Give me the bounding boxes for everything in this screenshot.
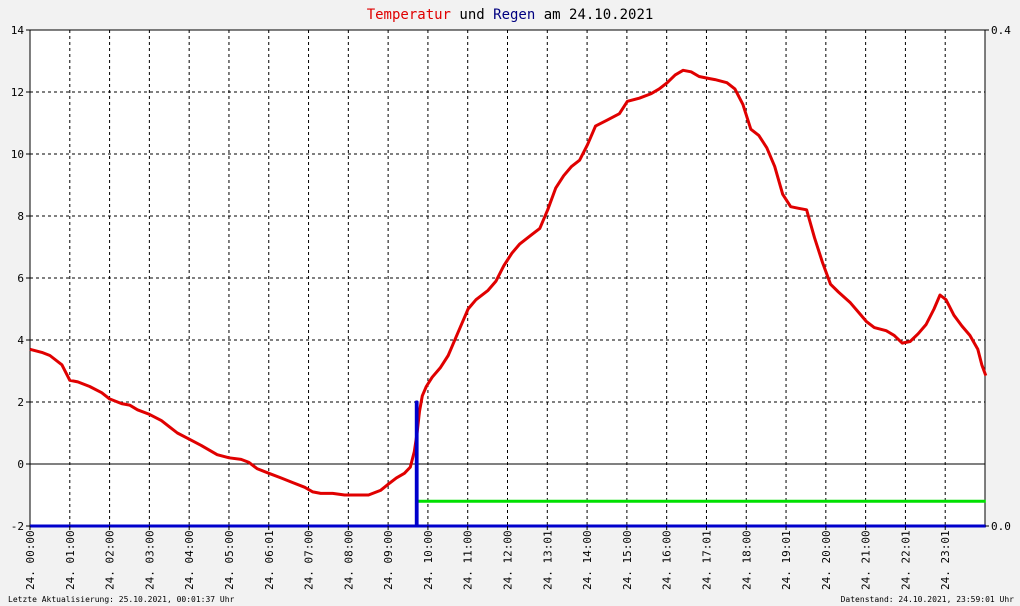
x-tick-label: 24. 20:00 <box>820 530 833 590</box>
x-tick-label: 24. 21:00 <box>860 530 873 590</box>
x-tick-label: 24. 02:00 <box>104 530 117 590</box>
y-tick-label: 0 <box>17 458 24 471</box>
x-tick-label: 24. 12:00 <box>502 530 515 590</box>
footer-data-status: Datenstand: 24.10.2021, 23:59:01 Uhr <box>841 595 1015 604</box>
x-tick-label: 24. 05:00 <box>223 530 236 590</box>
y-tick-label: 2 <box>17 396 24 409</box>
x-tick-label: 24. 04:00 <box>183 530 196 590</box>
y-right-tick-label: 0.0 <box>991 520 1011 533</box>
y-tick-label: 10 <box>11 148 24 161</box>
series-rain <box>30 400 986 528</box>
x-tick-label: 24. 06:01 <box>263 530 276 590</box>
x-tick-label: 24. 13:01 <box>541 530 554 590</box>
x-tick-label: 24. 15:00 <box>621 530 634 590</box>
x-tick-label: 24. 01:00 <box>64 530 77 590</box>
y-tick-label: 8 <box>17 210 24 223</box>
x-tick-label: 24. 09:00 <box>382 530 395 590</box>
x-axis: 24. 00:00 24. 01:00 24. 02:00 24. 03:00 24. … <box>24 526 952 590</box>
footer-last-update: Letzte Aktualisierung: 25.10.2021, 00:01… <box>8 595 235 604</box>
y-tick-label: 4 <box>17 334 24 347</box>
x-tick-label: 24. 00:00 <box>24 530 37 590</box>
title-part-1: und <box>451 7 493 23</box>
x-tick-label: 24. 07:00 <box>303 530 316 590</box>
x-tick-label: 24. 22:01 <box>899 530 912 590</box>
x-tick-label: 24. 14:00 <box>581 530 594 590</box>
x-tick-label: 24. 18:00 <box>740 530 753 590</box>
x-tick-label: 24. 08:00 <box>342 530 355 590</box>
chart-title: Temperatur und Regen am 24.10.2021 <box>367 7 654 23</box>
grid <box>30 30 985 526</box>
title-part-2: Regen <box>493 7 535 23</box>
x-tick-label: 24. 03:00 <box>143 530 156 590</box>
y-axis-right: 0.0 0.4 <box>985 24 1011 533</box>
y-tick-label: 12 <box>11 86 24 99</box>
title-part-0: Temperatur <box>367 7 451 23</box>
x-tick-label: 24. 23:01 <box>939 530 952 590</box>
series-temperature <box>29 68 988 497</box>
y-tick-label: 14 <box>11 24 25 37</box>
y-tick-label: 6 <box>17 272 24 285</box>
x-tick-label: 24. 10:00 <box>422 530 435 590</box>
x-tick-label: 24. 11:00 <box>462 530 475 590</box>
y-right-tick-label: 0.4 <box>991 24 1011 37</box>
y-tick-label: -2 <box>11 520 24 533</box>
y-axis-left: -2 0 2 4 6 8 10 12 14 <box>11 24 30 533</box>
x-tick-label: 24. 19:01 <box>780 530 793 590</box>
series-layer <box>29 68 988 528</box>
x-tick-label: 24. 16:00 <box>661 530 674 590</box>
x-tick-label: 24. 17:01 <box>700 530 713 590</box>
title-part-3: am 24.10.2021 <box>535 7 653 23</box>
